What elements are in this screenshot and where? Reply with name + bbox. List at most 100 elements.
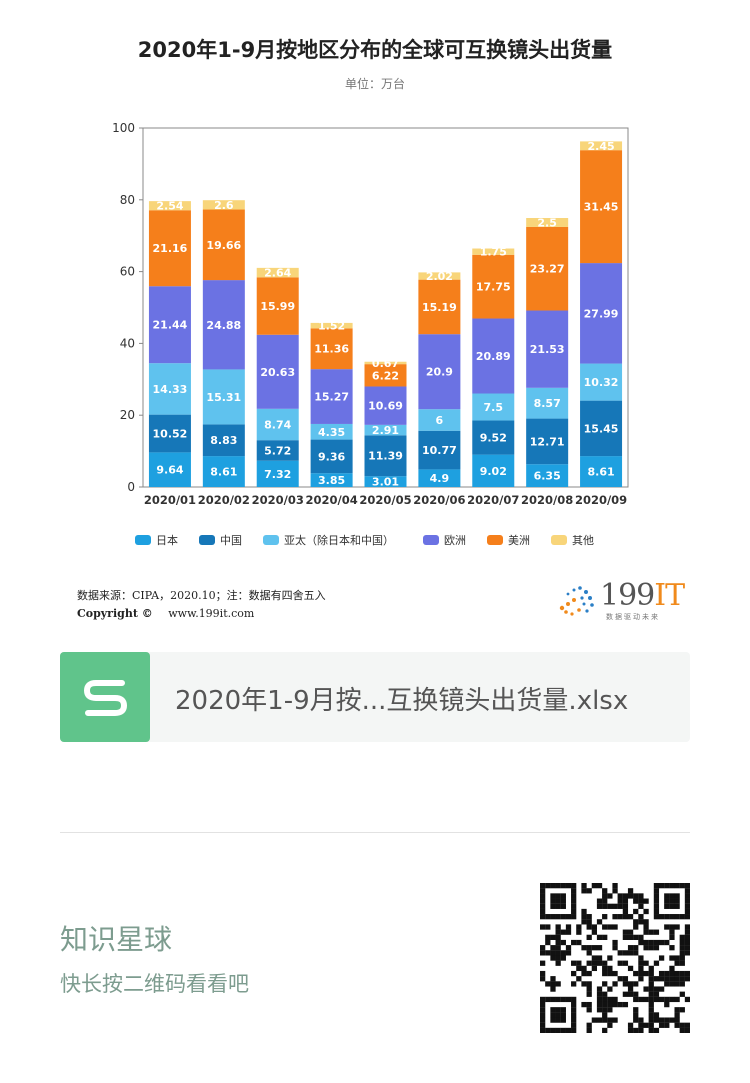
copyright-label: Copyright © xyxy=(77,607,153,620)
data-label: 8.61 xyxy=(210,466,237,479)
data-label: 15.99 xyxy=(260,300,295,313)
data-label: 1.75 xyxy=(480,246,507,259)
x-tick-label: 2020/08 xyxy=(521,493,573,507)
legend-swatch xyxy=(423,535,439,545)
bar-segment xyxy=(364,476,407,487)
x-tick-label: 2020/05 xyxy=(359,493,411,507)
data-label: 21.53 xyxy=(530,343,565,356)
data-label: 19.66 xyxy=(206,239,241,252)
bar-segment xyxy=(418,272,461,280)
data-label: 9.52 xyxy=(480,432,507,445)
chart-card: 2020年1-9月按地区分布的全球可互换镜头出货量 单位：万台 0 20 40 60 8… xyxy=(77,38,685,621)
legend-label: 美洲 xyxy=(508,534,530,547)
data-label: 8.61 xyxy=(587,466,614,479)
bar-segment xyxy=(472,454,515,487)
data-label: 2.64 xyxy=(264,267,291,280)
data-label: 9.36 xyxy=(318,450,345,463)
bar-segment xyxy=(418,469,461,487)
data-label: 8.57 xyxy=(534,397,561,410)
bar-segment xyxy=(364,424,407,436)
bar-segment xyxy=(310,322,353,329)
file-name: 2020年1-9月按...互换镜头出货量.xlsx xyxy=(175,686,629,716)
data-label: 15.27 xyxy=(314,391,349,404)
bar-segment xyxy=(256,440,299,461)
bar-segment xyxy=(256,334,299,409)
legend-swatch xyxy=(135,535,151,545)
bar-segment xyxy=(256,267,299,278)
data-label: 6 xyxy=(436,414,444,427)
data-label: 9.02 xyxy=(480,465,507,478)
y-tick-label: 40 xyxy=(120,336,135,350)
brand-slogan: 数据驱动未来 xyxy=(606,613,660,621)
data-label: 20.63 xyxy=(260,366,295,379)
chart-title: 2020年1-9月按地区分布的全球可互换镜头出货量 xyxy=(137,38,613,62)
bar-segment xyxy=(472,254,515,319)
x-tick-label: 2020/04 xyxy=(306,493,358,507)
data-label: 4.35 xyxy=(318,426,345,439)
data-label: 6.35 xyxy=(534,470,561,483)
data-label: 14.33 xyxy=(153,383,188,396)
x-tick-label: 2020/01 xyxy=(144,493,196,507)
bar-segment xyxy=(580,150,623,264)
legend-label: 其他 xyxy=(572,534,594,547)
data-label: 15.19 xyxy=(422,301,457,314)
bar-segment xyxy=(256,408,299,441)
bar-segment xyxy=(256,277,299,335)
data-label: 23.27 xyxy=(530,263,565,276)
dot-sphere-icon xyxy=(559,586,594,616)
data-label: 9.64 xyxy=(156,464,183,477)
chart-unit: 单位：万台 xyxy=(344,77,405,91)
qr-code-icon[interactable] xyxy=(540,883,690,1033)
brand-name: 199IT xyxy=(600,578,685,613)
bar-segment xyxy=(148,363,191,415)
legend-swatch xyxy=(551,535,567,545)
data-label: 11.39 xyxy=(368,450,403,463)
legend-swatch xyxy=(199,535,215,545)
y-tick-label: 100 xyxy=(112,121,135,135)
data-label: 21.16 xyxy=(153,242,188,255)
divider xyxy=(60,832,690,833)
data-label: 31.45 xyxy=(584,201,619,214)
y-tick-label: 60 xyxy=(120,265,135,279)
legend-label: 日本 xyxy=(156,533,178,547)
data-label: 20.9 xyxy=(426,366,453,379)
bar-segment xyxy=(472,318,515,394)
website-link[interactable]: www.199it.com xyxy=(168,607,255,620)
x-tick-label: 2020/03 xyxy=(252,493,304,507)
y-tick-label: 20 xyxy=(120,408,135,422)
bar-segment xyxy=(256,460,299,487)
bar-segment xyxy=(418,430,461,470)
data-label: 2.54 xyxy=(156,200,183,213)
data-label: 3.01 xyxy=(372,476,399,489)
bar-segment xyxy=(526,226,569,311)
legend-label: 欧洲 xyxy=(444,534,466,547)
bar-segment xyxy=(310,369,353,424)
bar-segment xyxy=(418,334,461,410)
data-label: 2.5 xyxy=(537,216,557,229)
bar-segment xyxy=(202,200,245,210)
bar-segment xyxy=(148,286,191,364)
bar-segment xyxy=(310,473,353,487)
bar-segment xyxy=(148,210,191,287)
bar-segment xyxy=(580,400,623,457)
data-label: 11.36 xyxy=(314,343,349,356)
x-tick-label: 2020/07 xyxy=(467,493,519,507)
legend-label: 中国 xyxy=(220,534,242,547)
bar-segment xyxy=(148,201,191,211)
data-label: 7.5 xyxy=(484,401,504,414)
bar-segment xyxy=(202,456,245,487)
data-label: 15.45 xyxy=(584,422,619,435)
data-label: 10.52 xyxy=(153,428,188,441)
bar-segment xyxy=(202,280,245,370)
bar-segment xyxy=(364,435,407,477)
y-tick-label: 0 xyxy=(127,480,135,494)
bar-segment xyxy=(580,263,623,364)
bar-segment xyxy=(526,310,569,388)
file-attachment-card[interactable]: 2020年1-9月按...互换镜头出货量.xlsx xyxy=(60,652,690,742)
data-label: 1.52 xyxy=(318,320,345,333)
y-tick-label: 80 xyxy=(120,193,135,207)
data-label: 10.32 xyxy=(584,376,619,389)
data-label: 8.83 xyxy=(210,434,237,447)
data-label: 10.77 xyxy=(422,444,457,457)
source-note: 数据来源：CIPA，2020.10；注：数据有四舍五入 xyxy=(77,589,326,602)
